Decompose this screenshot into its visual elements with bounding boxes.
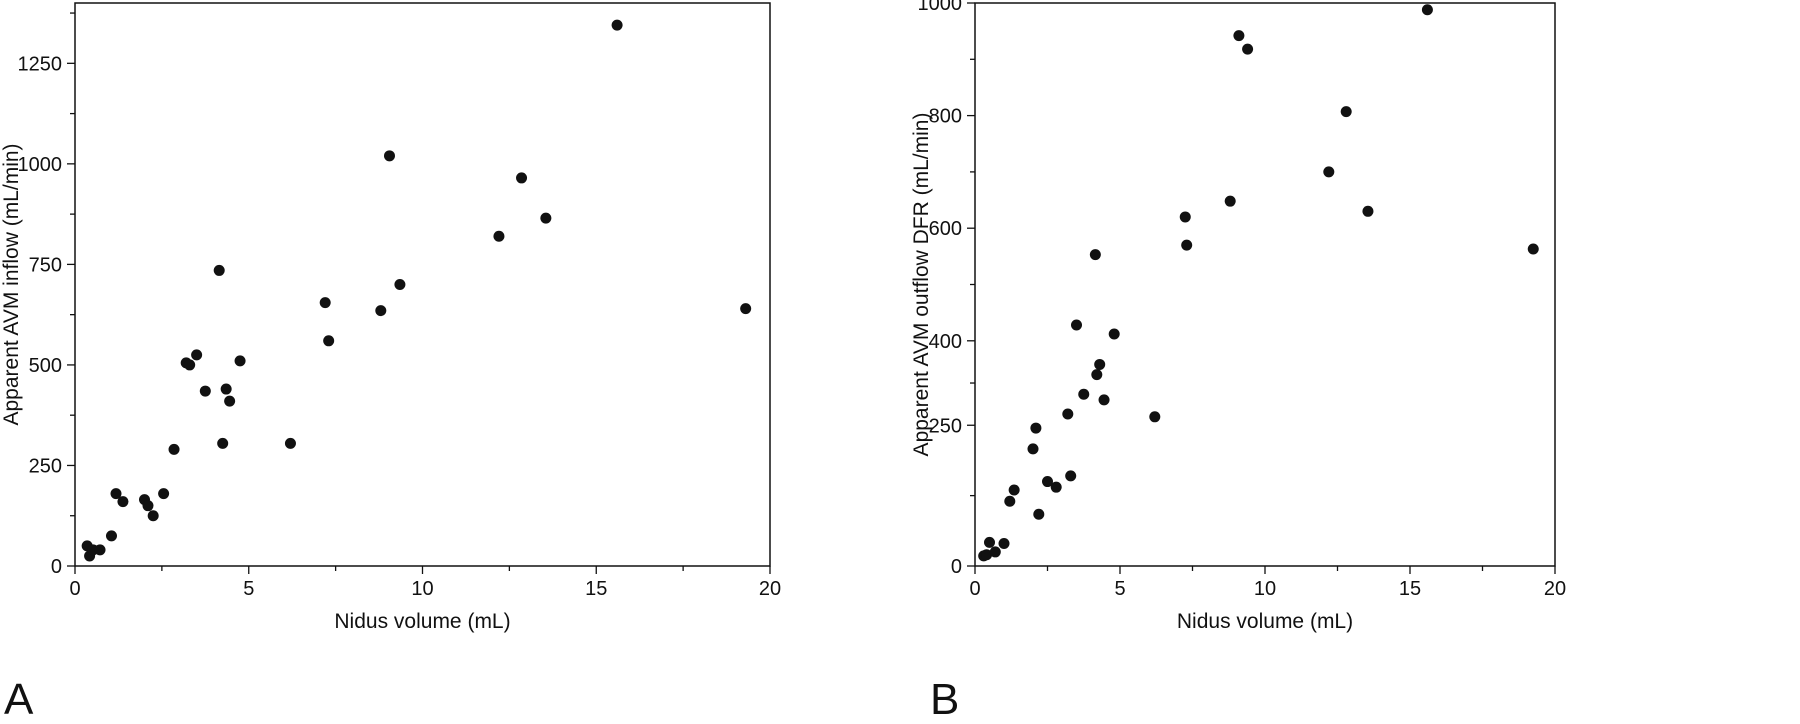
chart-panel-a: 0 5 10 15 20 0 250 500 750 1000 1250 Nidus volume (… [0, 2, 781, 724]
data-point [1062, 408, 1074, 420]
data-point [117, 496, 129, 508]
data-point [516, 172, 528, 184]
data-point [984, 536, 995, 548]
y-tick-label: 750 [29, 254, 62, 276]
plot-frame [74, 2, 771, 567]
chart-panel-b: 0 5 10 15 20 0 250 400 600 800 1000 Nidus volume (m… [910, 0, 1800, 724]
data-point [142, 500, 154, 512]
data-point [191, 349, 203, 361]
x-tick-label: 0 [69, 578, 80, 600]
y-tick-label: 500 [29, 355, 62, 377]
scatter-chart-b: 0 5 10 15 20 0 250 400 600 800 1000 Nidus volume (m… [910, 0, 1566, 633]
data-point [1362, 205, 1374, 217]
y-tick-label: 400 [929, 331, 962, 353]
x-tick-label: 20 [759, 578, 781, 600]
y-tick-label: 250 [29, 455, 62, 477]
data-point [1527, 243, 1539, 255]
data-point [1421, 4, 1433, 16]
data-point [1050, 481, 1062, 493]
data-point [1004, 495, 1016, 507]
data-point [1091, 369, 1103, 381]
data-point [284, 437, 296, 449]
data-point [147, 510, 159, 522]
data-point [740, 303, 752, 315]
data-point [1179, 211, 1191, 223]
plot-frame [974, 2, 1556, 567]
data-point [1065, 470, 1077, 482]
x-axis-label: Nidus volume (mL) [334, 610, 510, 633]
panel-label-a: A [4, 675, 34, 724]
data-point [1030, 422, 1042, 434]
data-point [1033, 508, 1045, 520]
x-tick-label: 5 [243, 578, 254, 600]
y-tick-label: 1250 [18, 53, 63, 75]
y-tick-label: 800 [929, 106, 962, 128]
data-point [1181, 239, 1193, 251]
x-tick-label: 20 [1544, 578, 1566, 600]
y-tick-label: 600 [929, 218, 962, 240]
data-point [1027, 443, 1039, 455]
y-axis-label: Apparent AVM outflow DFR (mL/min) [910, 113, 933, 457]
data-point [1078, 388, 1090, 400]
data-point [1098, 394, 1110, 406]
data-point [1089, 249, 1101, 261]
data-point [1042, 476, 1053, 488]
data-point [94, 544, 106, 556]
data-point [540, 212, 552, 224]
data-point [375, 305, 387, 317]
data-point [168, 443, 180, 455]
x-axis-label: Nidus volume (mL) [1177, 610, 1353, 633]
data-point [383, 150, 395, 162]
x-tick-label: 0 [969, 578, 980, 600]
y-tick-label: 0 [51, 556, 62, 578]
x-tick-label: 15 [585, 578, 607, 600]
x-tick-label: 15 [1399, 578, 1421, 600]
data-point [1233, 30, 1245, 42]
data-point [1242, 43, 1254, 55]
data-point [220, 383, 232, 395]
data-point [989, 546, 1001, 558]
data-point [184, 359, 196, 371]
data-point [158, 488, 170, 500]
data-point [1008, 484, 1020, 496]
y-tick-label: 250 [929, 415, 962, 437]
data-point [234, 355, 246, 367]
data-point [1094, 358, 1106, 370]
y-tick-label: 1000 [18, 154, 63, 176]
data-point [1340, 106, 1352, 118]
data-point [1108, 328, 1120, 340]
data-point [1071, 319, 1082, 331]
y-tick-label: 1000 [918, 0, 963, 15]
data-point [493, 230, 505, 242]
panel-label-b: B [930, 675, 960, 724]
data-point [1149, 411, 1161, 423]
x-tick-label: 5 [1114, 578, 1125, 600]
y-tick-label: 0 [951, 556, 962, 578]
data-point [1224, 195, 1236, 207]
data-point [213, 264, 225, 276]
data-point [319, 297, 331, 309]
data-point [394, 279, 406, 290]
data-point [1323, 166, 1335, 178]
data-point [981, 549, 993, 561]
x-tick-label: 10 [1254, 578, 1276, 600]
data-point [217, 437, 229, 449]
data-point [105, 530, 117, 542]
y-axis-label: Apparent AVM inflow (mL/min) [0, 143, 23, 425]
x-tick-label: 10 [411, 578, 433, 600]
scatter-chart-a: 0 5 10 15 20 0 250 500 750 1000 1250 Nidus volume (… [0, 2, 781, 633]
data-point [110, 488, 122, 500]
data-point [224, 395, 236, 407]
data-point [611, 19, 623, 31]
data-point [199, 385, 211, 397]
data-point [998, 537, 1010, 549]
data-point [323, 335, 335, 347]
